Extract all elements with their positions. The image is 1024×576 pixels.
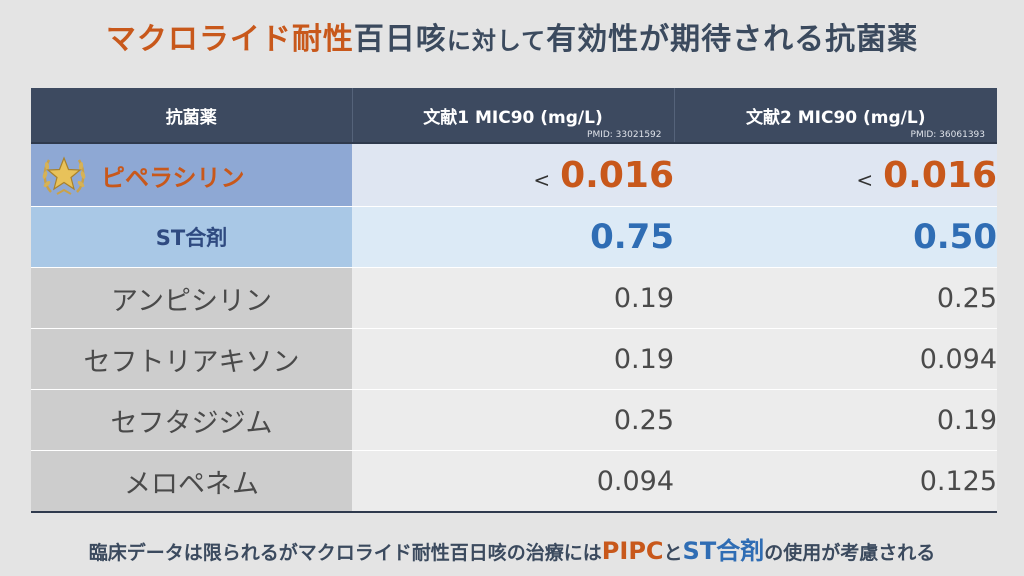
title-part-effective: 有効性が期待される抗菌薬	[546, 22, 919, 57]
table-row-ceftriaxone: セフトリアキソン 0.19 0.094	[31, 328, 997, 390]
ref2-value: 0.094	[674, 328, 997, 390]
ref2-value: 0.50	[674, 206, 997, 268]
drug-name: アンピシリン	[31, 267, 352, 329]
header-ref1: 文献1 MIC90 (mg/L) PMID: 33021592	[351, 88, 674, 143]
table-row-st-combination: ST合剤 0.75 0.50	[31, 206, 997, 268]
header-drug: 抗菌薬	[31, 88, 352, 143]
star-laurel-icon	[42, 156, 86, 195]
ref2-pmid: PMID: 36061393	[910, 130, 985, 140]
table-row-ceftazidime: セフタジジム 0.25 0.19	[31, 389, 997, 451]
drug-name-cell: ピペラシリン	[31, 142, 352, 207]
drug-name: メロペネム	[31, 450, 352, 513]
table-row-piperacillin: ピペラシリン <0.016 <0.016	[31, 142, 997, 207]
table-header-row: 抗菌薬 文献1 MIC90 (mg/L) PMID: 33021592 文献2 …	[31, 88, 997, 143]
ref1-value: 0.094	[352, 450, 674, 513]
ref1-value: 0.016	[560, 154, 674, 196]
drug-name: セフタジジム	[31, 389, 352, 451]
ref1-value-cell: <0.016	[352, 142, 674, 207]
ref2-value: 0.19	[674, 389, 997, 451]
footer-text-tail: の使用が考慮される	[764, 542, 936, 564]
ref2-value-cell: <0.016	[674, 142, 997, 207]
ref1-value: 0.75	[352, 206, 674, 268]
ref2-value: 0.25	[674, 267, 997, 329]
footer-st: ST合剤	[682, 537, 765, 565]
page-title: マクロライド耐性百日咳に対して有効性が期待される抗菌薬	[0, 14, 1024, 58]
mic-table: 抗菌薬 文献1 MIC90 (mg/L) PMID: 33021592 文献2 …	[31, 88, 997, 513]
footer-text-lead: 臨床データは限られるがマクロライド耐性百日咳の治療には	[88, 542, 602, 564]
less-than-sign: <	[856, 167, 874, 192]
ref2-value: 0.125	[674, 450, 997, 513]
title-part-resistance: マクロライド耐性	[105, 22, 354, 57]
conclusion-footer: 臨床データは限られるがマクロライド耐性百日咳の治療にはPIPCとST合剤の使用が…	[0, 531, 1024, 566]
drug-name: ST合剤	[31, 206, 352, 268]
table-row-ampicillin: アンピシリン 0.19 0.25	[31, 267, 997, 329]
drug-name: ピペラシリン	[101, 163, 245, 192]
less-than-sign: <	[533, 167, 551, 192]
table-row-meropenem: メロペネム 0.094 0.125	[31, 450, 997, 513]
footer-and: と	[663, 542, 683, 564]
title-part-against: に対して	[446, 27, 547, 55]
header-ref2: 文献2 MIC90 (mg/L) PMID: 36061393	[673, 88, 997, 143]
ref1-value: 0.19	[352, 328, 674, 390]
title-part-pertussis: 百日咳	[353, 22, 447, 57]
drug-name: セフトリアキソン	[31, 328, 352, 390]
ref1-value: 0.25	[352, 389, 674, 451]
ref1-value: 0.19	[352, 267, 674, 329]
ref2-value: 0.016	[883, 154, 997, 196]
ref1-pmid: PMID: 33021592	[587, 130, 662, 140]
footer-pipc: PIPC	[601, 537, 664, 565]
